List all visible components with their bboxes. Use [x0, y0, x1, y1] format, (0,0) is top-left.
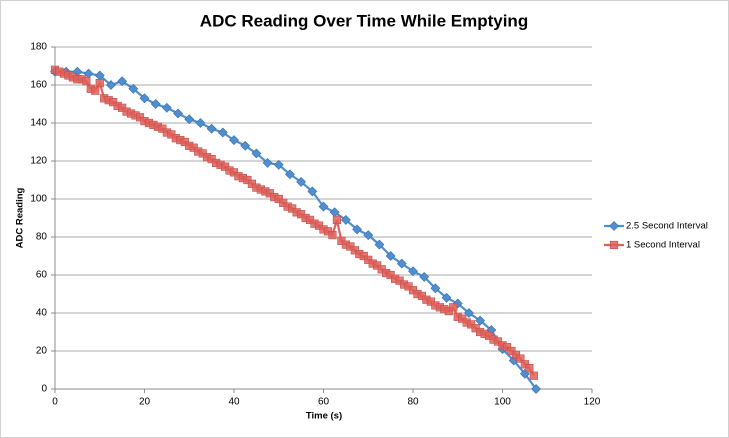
chart-title: ADC Reading Over Time While Emptying — [200, 11, 528, 30]
data-point — [240, 140, 251, 151]
data-point — [229, 135, 239, 146]
data-point — [106, 80, 116, 90]
data-point — [273, 159, 284, 170]
data-point — [251, 148, 262, 159]
y-tick-label: 120 — [30, 156, 47, 167]
y-axis-title: ADC Reading — [15, 187, 26, 248]
data-point — [318, 201, 329, 212]
data-point — [95, 79, 104, 88]
data-point — [408, 266, 418, 277]
data-point — [396, 258, 407, 269]
y-tick-label: 0 — [41, 384, 47, 395]
data-point — [464, 308, 474, 318]
y-tick-label: 20 — [36, 346, 48, 357]
legend-label: 1 Second Interval — [626, 240, 700, 251]
data-point — [307, 186, 318, 197]
data-point — [217, 127, 228, 138]
data-point — [419, 271, 430, 282]
data-point — [139, 93, 150, 104]
data-point — [82, 77, 91, 86]
x-tick-label: 40 — [228, 397, 240, 408]
y-tick-label: 100 — [30, 194, 47, 205]
y-tick-label: 160 — [30, 80, 47, 91]
data-point — [262, 157, 273, 168]
data-point — [332, 215, 342, 225]
data-point — [161, 102, 172, 113]
data-point — [328, 231, 337, 240]
data-point — [195, 118, 206, 128]
x-tick-label: 120 — [584, 397, 601, 408]
data-point — [128, 83, 139, 94]
x-tick-label: 80 — [407, 397, 419, 408]
x-tick-label: 20 — [139, 397, 151, 408]
data-point — [363, 230, 374, 241]
data-point — [206, 123, 217, 134]
data-point — [340, 214, 351, 225]
data-point — [296, 176, 307, 187]
data-point — [352, 224, 362, 235]
y-tick-label: 180 — [30, 42, 47, 53]
y-tick-label: 140 — [30, 118, 47, 129]
y-tick-label: 80 — [36, 232, 48, 243]
data-point — [531, 384, 541, 394]
x-tick-label: 100 — [494, 397, 511, 408]
data-point — [285, 169, 295, 180]
y-tick-label: 60 — [36, 270, 48, 281]
x-axis-title: Time (s) — [306, 411, 342, 422]
data-point — [516, 354, 525, 363]
data-point — [529, 371, 538, 380]
legend-marker — [609, 221, 619, 231]
data-point — [385, 251, 396, 261]
data-point — [475, 315, 486, 326]
x-tick-label: 60 — [318, 397, 330, 408]
data-point — [173, 108, 183, 119]
data-point — [150, 99, 161, 109]
data-point — [449, 303, 458, 312]
data-point — [374, 239, 385, 250]
data-point — [184, 114, 195, 125]
data-point — [525, 363, 534, 373]
legend-label: 2.5 Second Interval — [626, 221, 708, 232]
x-tick-label: 0 — [52, 397, 58, 408]
data-point — [441, 292, 452, 303]
legend-marker — [609, 240, 619, 250]
data-point — [91, 86, 100, 95]
data-point — [430, 283, 441, 294]
y-tick-label: 40 — [36, 308, 48, 319]
data-point — [117, 76, 128, 87]
